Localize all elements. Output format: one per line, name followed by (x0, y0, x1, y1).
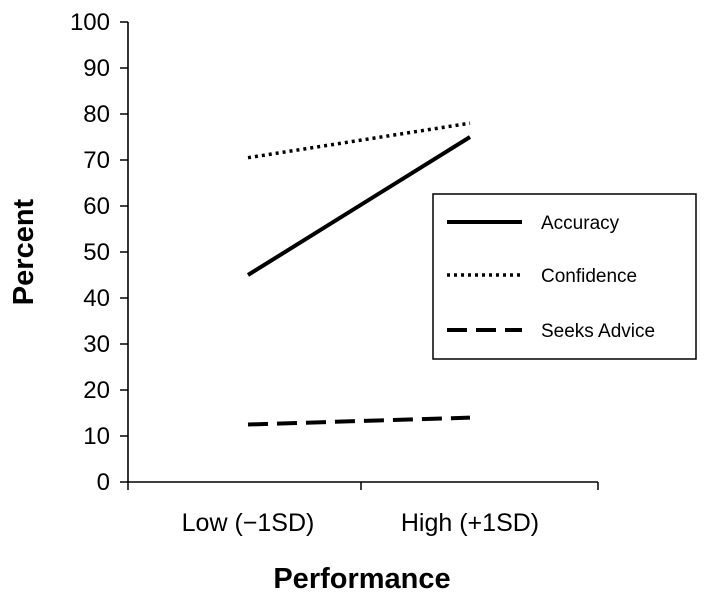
y-tick-label: 60 (83, 193, 110, 220)
series-layer (246, 121, 472, 427)
legend-label-seeks-advice: Seeks Advice (541, 321, 655, 342)
x-ticks: Low (−1SD) High (+1SD) (127, 482, 599, 537)
legend: Accuracy Confidence Seeks Advice (432, 193, 697, 360)
series-line-accuracy (246, 135, 472, 277)
y-tick-label: 100 (70, 9, 110, 36)
series-line-confidence (247, 121, 471, 160)
x-category-label: High (+1SD) (401, 509, 539, 537)
y-tick-label: 40 (83, 285, 110, 312)
legend-label-accuracy: Accuracy (541, 213, 620, 234)
y-tick-label: 90 (83, 55, 110, 82)
series-line-seeks-advice (247, 415, 471, 427)
y-tick-label: 30 (83, 331, 110, 358)
y-axis-title: Percent (8, 198, 40, 305)
x-category-label: Low (−1SD) (182, 509, 315, 537)
x-axis-title: Performance (273, 563, 450, 595)
y-tick-label: 70 (83, 147, 110, 174)
legend-label-confidence: Confidence (541, 266, 637, 287)
y-tick-label: 20 (83, 377, 110, 404)
y-ticks: 0 10 20 30 40 50 60 70 80 90 100 (70, 9, 128, 496)
y-tick-label: 50 (83, 239, 110, 266)
y-tick-label: 0 (97, 469, 110, 496)
y-tick-label: 80 (83, 101, 110, 128)
y-tick-label: 10 (83, 423, 110, 450)
